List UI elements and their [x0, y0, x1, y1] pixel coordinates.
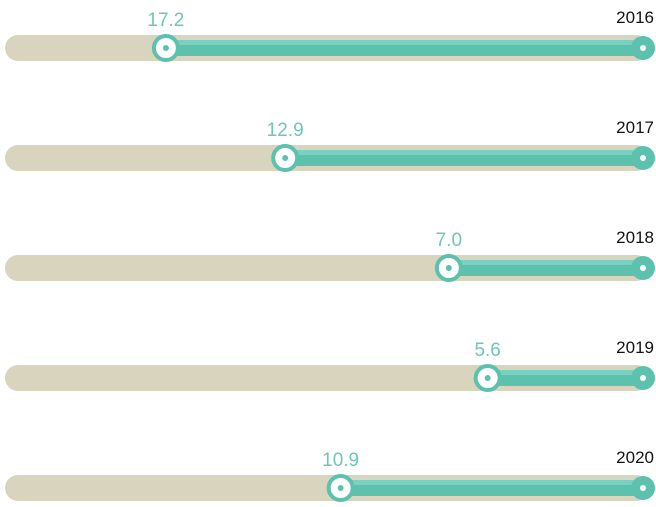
- end-marker-dot-2016: [640, 45, 646, 51]
- year-label-2019: 2019: [616, 338, 654, 357]
- end-marker-dot-2018: [640, 265, 646, 271]
- value-label-2019: 5.6: [474, 340, 500, 361]
- year-label-2017: 2017: [616, 118, 654, 137]
- start-marker-dot-2017: [282, 155, 289, 161]
- bar-highlight-2016: [165, 40, 643, 45]
- start-marker-dot-2019: [484, 375, 491, 381]
- start-marker-dot-2016: [162, 45, 169, 51]
- value-label-2016: 17.2: [147, 10, 184, 31]
- year-label-2016: 2016: [616, 8, 654, 27]
- bar-highlight-2018: [448, 260, 643, 265]
- end-marker-dot-2020: [640, 485, 646, 491]
- end-marker-dot-2019: [640, 375, 646, 381]
- bar-highlight-2017: [285, 150, 643, 155]
- bar-highlight-2019: [487, 370, 643, 375]
- year-label-2020: 2020: [616, 448, 654, 467]
- year-label-2018: 2018: [616, 228, 654, 247]
- start-marker-dot-2020: [337, 485, 344, 491]
- value-label-2020: 10.9: [322, 450, 359, 471]
- bar-highlight-2020: [340, 480, 643, 485]
- start-marker-dot-2018: [445, 265, 452, 271]
- value-label-2018: 7.0: [436, 230, 462, 251]
- value-label-2017: 12.9: [267, 120, 304, 141]
- end-marker-dot-2017: [640, 155, 646, 161]
